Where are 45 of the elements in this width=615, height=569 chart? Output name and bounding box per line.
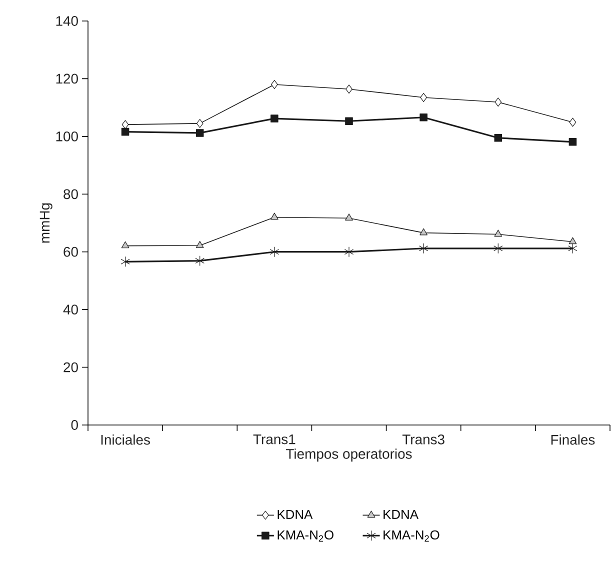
point [270, 80, 278, 89]
point [345, 214, 353, 220]
point [420, 113, 428, 122]
point [196, 129, 204, 137]
point [494, 134, 502, 142]
legend-label: KMA-N$_{2}$O [278, 530, 334, 542]
point [420, 92, 428, 102]
point [196, 241, 204, 248]
point [568, 243, 578, 254]
legend-label: KDNA [278, 510, 313, 519]
y-tick-label: 60 [64, 246, 78, 257]
point [344, 246, 354, 258]
point [569, 118, 576, 127]
point [568, 138, 577, 146]
point [568, 237, 577, 244]
y-tick-label: 140 [56, 16, 78, 26]
x-axis-title: Tiempos operatorios [286, 448, 412, 462]
point [196, 118, 204, 128]
point [270, 114, 278, 122]
legend-label: KMA-N$_{2}$O [384, 530, 440, 542]
point [420, 228, 428, 236]
x-tick-label: Iniciales [101, 434, 150, 445]
point [346, 84, 352, 94]
point [345, 117, 353, 126]
point [121, 241, 130, 248]
y-tick-label: 100 [56, 131, 78, 142]
y-axis-title: mmHg [40, 203, 52, 243]
point [418, 243, 428, 254]
y-tick-label: 20 [64, 362, 78, 372]
x-tick-label: Trans1 [253, 434, 296, 444]
point [121, 128, 130, 136]
point [494, 243, 503, 254]
y-tick-label: 80 [64, 189, 78, 200]
point [270, 246, 280, 258]
point [494, 230, 502, 237]
legend-label: KDNA [384, 510, 418, 519]
y-tick-label: 120 [56, 74, 78, 84]
x-tick-label: Trans3 [402, 434, 444, 444]
y-tick-label: 0 [71, 420, 78, 430]
point [195, 256, 204, 266]
point [494, 98, 502, 107]
x-tick-label: Finales [551, 434, 595, 445]
point [120, 256, 130, 267]
y-tick-label: 40 [63, 304, 78, 315]
point [270, 212, 278, 220]
